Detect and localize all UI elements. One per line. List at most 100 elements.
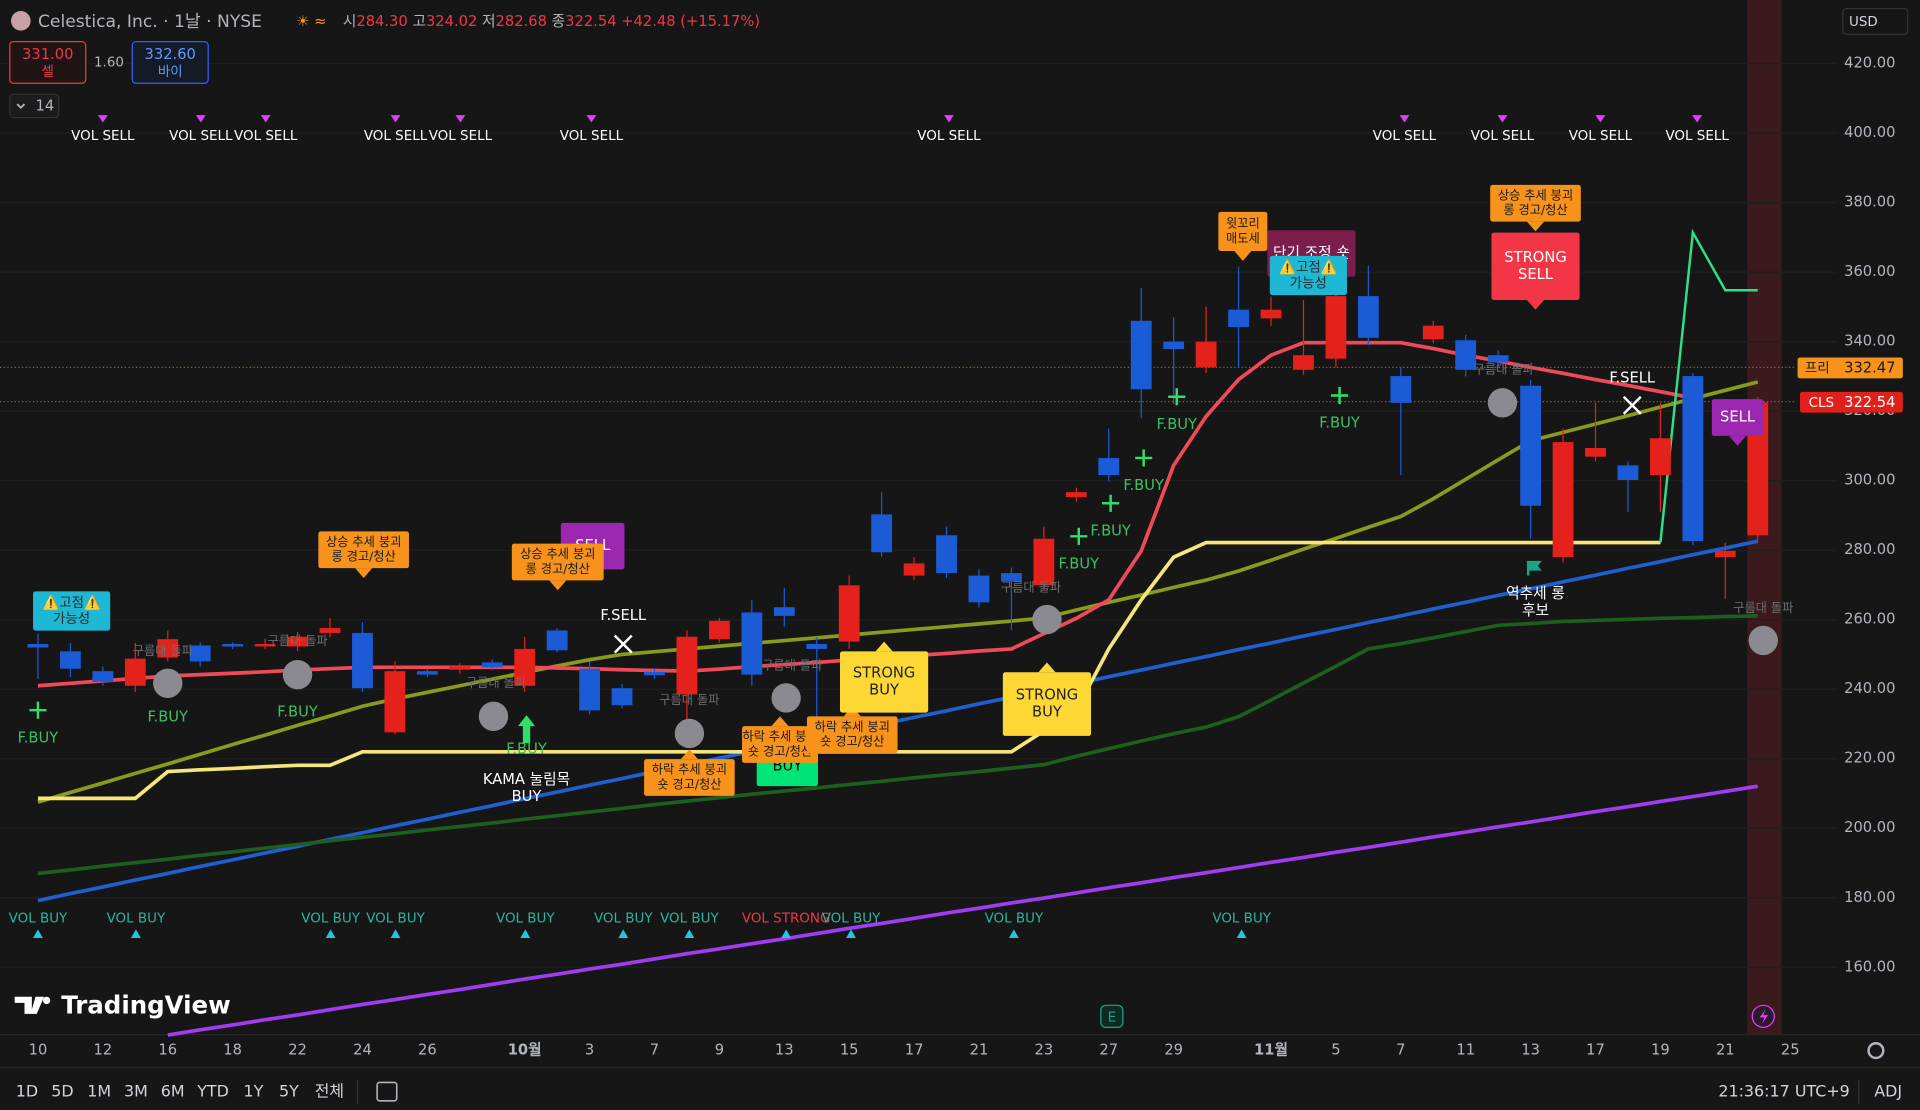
candle-body bbox=[352, 632, 373, 689]
y-tick-label: 160.00 bbox=[1844, 958, 1895, 975]
candle-body bbox=[1065, 492, 1087, 498]
signal-label: 상승 추세 붕괴 bbox=[520, 547, 595, 561]
candle-body bbox=[189, 645, 211, 662]
indicator-toggle[interactable] bbox=[9, 93, 60, 119]
range-button[interactable]: 6M bbox=[161, 1082, 185, 1101]
signal-circle bbox=[282, 660, 313, 690]
signal-label: 롱 경고/청산 bbox=[1503, 203, 1567, 217]
candle-body bbox=[416, 671, 438, 675]
signal-label: 구름대 돌파 bbox=[1733, 601, 1793, 615]
signal-circle bbox=[771, 683, 801, 713]
buy-button[interactable] bbox=[131, 41, 209, 84]
range-button[interactable]: 1Y bbox=[244, 1082, 264, 1101]
symbol-logo bbox=[11, 11, 31, 31]
signal-label: 롱 경고/청산 bbox=[526, 562, 590, 576]
pre-price-tag bbox=[1797, 357, 1903, 379]
signal-label: 구름대 돌파 bbox=[1001, 580, 1061, 594]
y-tick-label: 220.00 bbox=[1844, 750, 1895, 767]
vol-sell-label: VOL SELL bbox=[560, 129, 624, 144]
range-button[interactable]: 3M bbox=[124, 1082, 148, 1101]
signal-label-box bbox=[1491, 232, 1580, 300]
label-pointer bbox=[1728, 435, 1747, 446]
y-tick-label: 200.00 bbox=[1844, 819, 1895, 836]
currency-box[interactable] bbox=[1842, 7, 1909, 35]
candle-body bbox=[871, 514, 893, 553]
vol-sell-label: VOL SELL bbox=[1569, 129, 1633, 144]
date-range-icon[interactable] bbox=[376, 1081, 398, 1102]
vol-buy-label: VOL STRONG bbox=[742, 911, 831, 926]
signal-label-box bbox=[1711, 399, 1764, 436]
vol-sell-marker bbox=[97, 115, 108, 123]
signal-circle bbox=[478, 701, 509, 732]
vol-sell-marker bbox=[195, 115, 206, 123]
x-tick-label: 11월 bbox=[1254, 1042, 1288, 1059]
range-button[interactable]: 5D bbox=[51, 1082, 73, 1101]
buy-cross bbox=[1331, 386, 1349, 405]
x-tick-label: 5 bbox=[1331, 1042, 1340, 1059]
candle-body bbox=[254, 644, 276, 647]
x-tick-label: 11 bbox=[1456, 1042, 1475, 1059]
x-tick-label: 25 bbox=[1781, 1042, 1800, 1059]
ohlc-value: 322.54 bbox=[565, 13, 616, 30]
indicator-line bbox=[37, 614, 1758, 876]
vol-buy-marker bbox=[33, 929, 43, 938]
sell-label: 셀 bbox=[42, 64, 54, 80]
range-button[interactable]: 1M bbox=[87, 1082, 111, 1101]
signal-label: 구름대 돌파 bbox=[659, 693, 719, 707]
range-button[interactable]: YTD bbox=[196, 1082, 229, 1101]
settings-icon[interactable] bbox=[1867, 1042, 1885, 1060]
label-pointer bbox=[680, 749, 698, 760]
ohlc-key: 종 bbox=[552, 13, 566, 30]
candle-body bbox=[936, 535, 957, 574]
event-bolt bbox=[1759, 1008, 1769, 1024]
vol-buy-label: VOL BUY bbox=[301, 911, 360, 926]
range-button[interactable]: 5Y bbox=[279, 1082, 299, 1101]
sell-button[interactable] bbox=[9, 41, 87, 84]
candle-body bbox=[968, 575, 990, 603]
x-tick-label: 23 bbox=[1035, 1042, 1054, 1059]
candle-body bbox=[708, 620, 730, 640]
candle-body bbox=[903, 563, 925, 576]
candle-body bbox=[676, 636, 698, 695]
vol-sell-label: VOL SELL bbox=[429, 129, 493, 144]
adj-button[interactable]: ADJ bbox=[1874, 1082, 1902, 1101]
candle-body bbox=[1390, 376, 1412, 403]
range-button[interactable]: 1D bbox=[16, 1082, 38, 1101]
signal-label-box bbox=[511, 543, 604, 581]
y-tick-label: 400.00 bbox=[1844, 124, 1895, 141]
signal-label: 가능성 bbox=[1290, 275, 1327, 291]
vol-buy-marker bbox=[325, 929, 336, 938]
vol-buy-label: VOL BUY bbox=[985, 911, 1044, 926]
candle-body bbox=[1714, 550, 1736, 558]
ohlc-value: 324.02 bbox=[426, 13, 477, 30]
ohlc-line: 시284.30 고324.02 저282.68 종322.54 +42.48 (… bbox=[343, 13, 760, 30]
y-tick-label: 340.00 bbox=[1844, 333, 1895, 350]
candle-body bbox=[222, 644, 244, 647]
vol-buy-label: VOL BUY bbox=[496, 911, 555, 926]
buy-price: 332.60 bbox=[145, 46, 196, 63]
label-pointer bbox=[355, 568, 373, 578]
candle-body bbox=[124, 658, 146, 686]
signal-label: 상승 추세 붕괴 bbox=[1498, 188, 1573, 202]
vol-buy-marker bbox=[1008, 929, 1019, 938]
range-button[interactable]: 전체 bbox=[315, 1082, 344, 1101]
signal-label: STRONG bbox=[853, 664, 915, 681]
flag-icon bbox=[1526, 560, 1542, 576]
vol-buy-label: VOL BUY bbox=[107, 911, 166, 926]
signal-label: F.BUY bbox=[1058, 555, 1099, 572]
signal-label: 구름대 돌파 bbox=[267, 634, 327, 648]
earnings-text: E bbox=[1108, 1011, 1117, 1026]
ohlc-key: 시 bbox=[343, 13, 357, 30]
ohlc-key: 고 bbox=[412, 13, 426, 30]
ohlc-value: 284.30 bbox=[356, 13, 407, 30]
signal-label: SELL bbox=[1720, 409, 1756, 426]
signal-label: F.BUY bbox=[1123, 477, 1164, 494]
signal-label: F.BUY bbox=[277, 704, 318, 721]
signal-label: BUY bbox=[1032, 704, 1062, 721]
signal-label: 하락 추세 붕괴 bbox=[815, 720, 890, 734]
x-tick-label: 29 bbox=[1164, 1042, 1183, 1059]
earnings-icon[interactable] bbox=[1100, 1004, 1124, 1028]
signal-label: 숏 경고/청산 bbox=[820, 735, 884, 749]
